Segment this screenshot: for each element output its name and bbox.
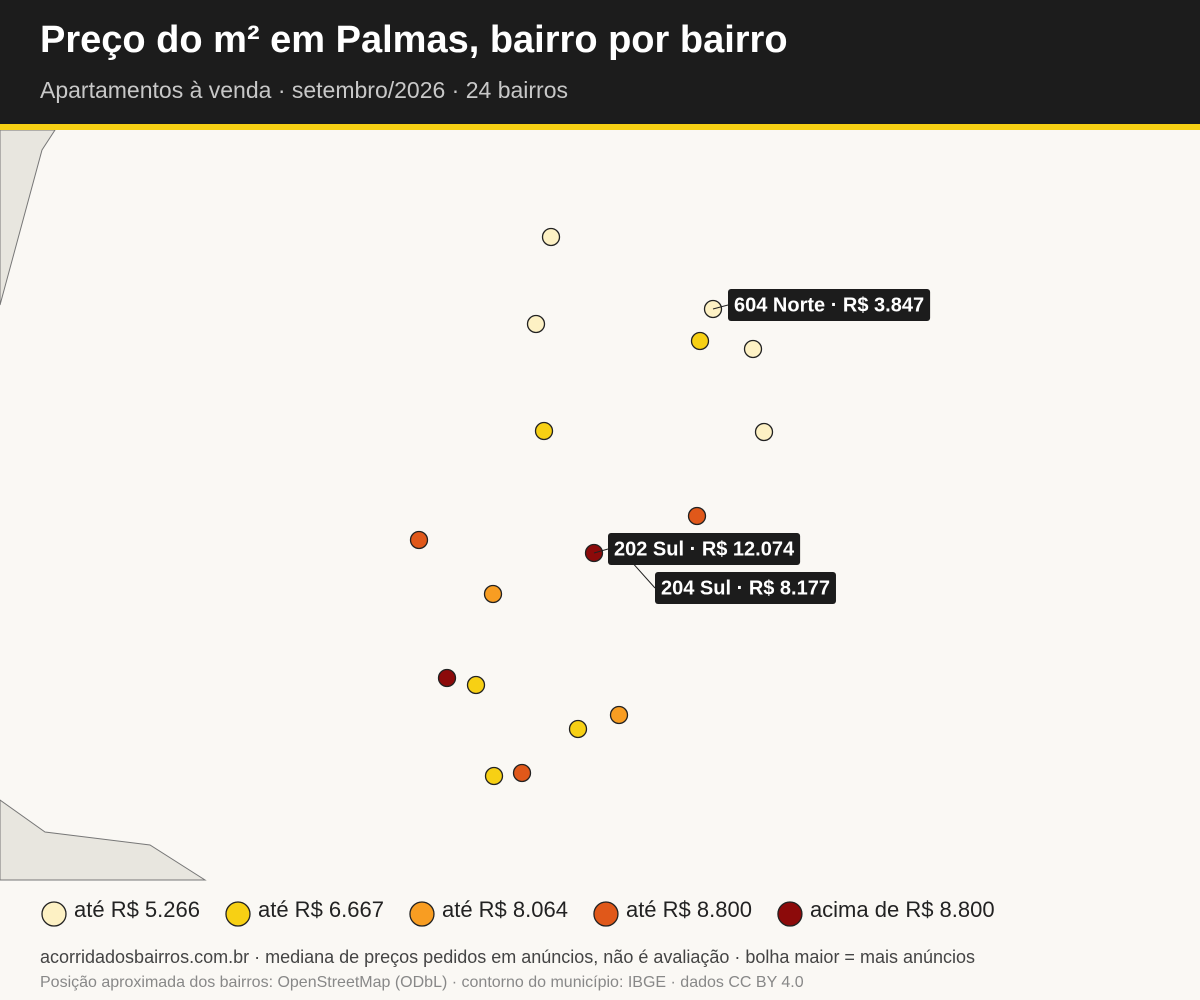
neighborhood-marker (437, 668, 457, 688)
legend-swatch (409, 901, 435, 927)
annotation-label: 202 Sul · R$ 12.074 (614, 538, 795, 560)
annotation: 204 Sul · R$ 8.177 (655, 572, 836, 604)
neighborhood-marker (541, 227, 561, 247)
neighborhood-marker (483, 584, 503, 604)
neighborhood-marker (743, 339, 763, 359)
neighborhood-marker (534, 421, 554, 441)
annotation-box (608, 533, 801, 565)
neighborhood-marker (690, 331, 710, 351)
leader-line (593, 548, 609, 554)
legend: até R$ 5.266 até R$ 6.667 até R$ 8.064 até … (41, 897, 995, 927)
annotation: 604 Norte · R$ 3.847 (728, 289, 931, 321)
footer-credits: Posição aproximada dos bairros: OpenStre… (40, 974, 804, 991)
legend-label: até R$ 6.667 (258, 897, 384, 922)
legend-swatch (593, 901, 619, 927)
header-accent (0, 124, 1200, 130)
header (0, 0, 1200, 124)
land-area (0, 799, 207, 881)
title: Preço do m² em Palmas, bairro por bairro (40, 19, 788, 61)
annotation-label: 604 Norte · R$ 3.847 (734, 294, 924, 316)
markers (409, 227, 774, 786)
footer-source: acorridadosbairros.com.br · mediana de p… (40, 947, 975, 967)
legend-swatch (225, 901, 251, 927)
neighborhood-marker (466, 675, 486, 695)
legend-swatch (777, 901, 803, 927)
annotation-box (655, 572, 836, 604)
neighborhood-marker (526, 314, 546, 334)
leader-line (712, 304, 729, 310)
neighborhood-marker (609, 705, 629, 725)
annotation-box (728, 289, 931, 321)
neighborhood-marker (754, 422, 774, 442)
neighborhood-marker (409, 530, 429, 550)
neighborhood-marker (687, 506, 707, 526)
legend-swatch (41, 901, 67, 927)
neighborhood-marker (568, 719, 588, 739)
annotation: 202 Sul · R$ 12.074 (608, 533, 801, 565)
annotations: 604 Norte · R$ 3.847 202 Sul · R$ 12.074 2… (593, 289, 931, 604)
subtitle: Apartamentos à venda · setembro/2026 · 2… (40, 77, 568, 103)
legend-label: até R$ 8.064 (442, 897, 568, 922)
annotation-label: 204 Sul · R$ 8.177 (661, 577, 830, 599)
legend-label: até R$ 8.800 (626, 897, 752, 922)
legend-label: até R$ 5.266 (74, 897, 200, 922)
neighborhood-marker (512, 763, 532, 783)
legend-label: acima de R$ 8.800 (810, 897, 995, 922)
neighborhood-marker (484, 766, 504, 786)
